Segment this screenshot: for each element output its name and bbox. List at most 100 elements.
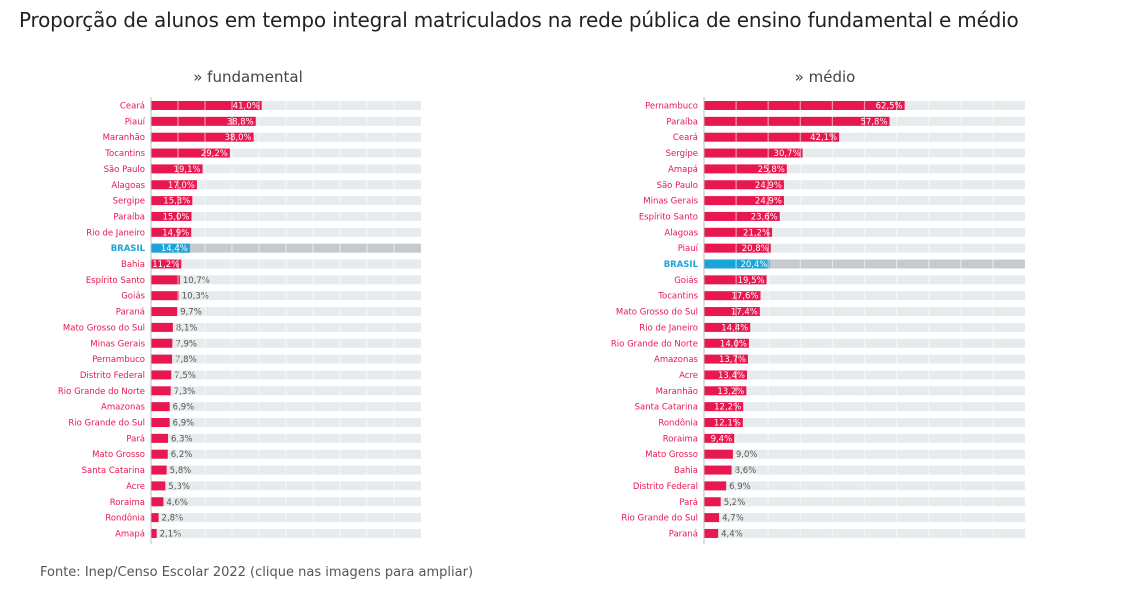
source-note[interactable]: Fonte: Inep/Censo Escolar 2022 (clique n… (40, 565, 474, 580)
bar (151, 386, 171, 396)
bar (151, 497, 164, 507)
category-label: Ceará (673, 133, 698, 143)
bar (151, 528, 157, 538)
value-label: 6,9% (729, 482, 751, 492)
bar (704, 307, 760, 317)
bar (151, 116, 256, 126)
value-label: 6,9% (173, 403, 195, 413)
value-label: 6,9% (173, 419, 195, 429)
category-label: Santa Catarina (82, 466, 145, 476)
category-label: Roraima (663, 434, 698, 444)
category-label: Alagoas (111, 181, 145, 191)
category-label: Pará (679, 498, 698, 508)
bar (704, 275, 767, 285)
chart-title-medio: » médio (795, 68, 856, 86)
value-label: 13,7% (719, 355, 746, 365)
category-label: Espírito Santo (86, 276, 145, 286)
value-label: 12,2% (714, 403, 741, 413)
gridlines (177, 97, 395, 544)
bar (151, 370, 172, 380)
value-label: 20,8% (742, 244, 769, 254)
value-label: 29,2% (201, 149, 228, 159)
category-label: Alagoas (664, 228, 698, 238)
category-label: Acre (679, 371, 698, 381)
bar (151, 164, 203, 174)
value-label: 8,1% (176, 323, 198, 333)
value-label: 2,8% (162, 514, 184, 524)
category-label: BRASIL (664, 260, 699, 270)
value-label: 8,6% (735, 466, 757, 476)
category-label: Ceará (120, 102, 145, 112)
bar (151, 291, 179, 301)
bar (151, 275, 180, 285)
category-label: Amapá (115, 529, 145, 539)
bar (151, 132, 254, 142)
value-label: 7,3% (174, 387, 196, 397)
category-label: Rio Grande do Norte (58, 387, 145, 397)
value-label: 23,6% (751, 212, 778, 222)
bar (151, 513, 159, 523)
value-label: 9,7% (180, 308, 202, 318)
bar-brasil (704, 259, 770, 269)
value-label: 19,1% (174, 165, 201, 175)
value-label: 12,1% (714, 419, 741, 429)
category-label: Rio Grande do Norte (611, 339, 698, 349)
value-label: 10,3% (182, 292, 209, 302)
category-label: Pernambuco (645, 102, 698, 112)
chart-title-fundamental: » fundamental (193, 68, 303, 86)
value-label: 7,5% (174, 371, 196, 381)
value-label: 15,3% (163, 197, 190, 207)
bar (704, 528, 719, 538)
chart-medio[interactable]: » médio Pernambuco 62,5% Paraíba 57,8% Ceará… (560, 0, 1123, 598)
chart-fundamental[interactable]: » fundamental Ceará 41,0% Piauí 38,8% Maranh… (0, 0, 560, 598)
bar (704, 148, 803, 158)
value-label: 13,4% (718, 371, 745, 381)
value-label: 5,3% (168, 482, 190, 492)
category-label: Rondônia (105, 513, 145, 524)
bar (704, 211, 780, 221)
bar (704, 116, 890, 126)
category-label: Mato Grosso do Sul (616, 308, 698, 318)
category-label: Amapá (668, 165, 698, 175)
category-label: Acre (126, 482, 145, 492)
value-label: 2,1% (160, 529, 182, 539)
value-label: 10,7% (183, 276, 210, 286)
value-label: 17,6% (731, 292, 758, 302)
value-label: 6,3% (171, 434, 193, 444)
bar (151, 259, 182, 269)
bar (151, 433, 169, 443)
category-label: Distrito Federal (633, 482, 698, 492)
bar (151, 307, 178, 317)
bar (151, 227, 192, 237)
category-label: Rio Grande do Sul (68, 419, 145, 429)
category-label: Distrito Federal (80, 371, 145, 381)
bar (151, 101, 262, 110)
value-label: 42,1% (810, 133, 837, 143)
bar (704, 322, 751, 332)
value-label: 4,7% (722, 514, 744, 524)
category-label: Pará (126, 434, 145, 444)
category-label: Piauí (678, 244, 699, 254)
category-label: Paraná (116, 308, 145, 318)
value-label: 30,7% (774, 149, 801, 159)
category-label: Amazonas (101, 403, 146, 413)
bar (704, 291, 761, 301)
bar (704, 465, 732, 475)
value-label: 14,0% (720, 339, 747, 349)
bar (151, 211, 192, 221)
category-label: Amazonas (654, 355, 699, 365)
category-label: Espírito Santo (639, 212, 698, 222)
value-label: 38,0% (225, 133, 252, 143)
bar (151, 338, 173, 348)
value-label: 7,9% (175, 339, 197, 349)
bar (151, 449, 168, 459)
category-label: Paraíba (666, 117, 698, 127)
bar (151, 402, 170, 412)
category-label: São Paulo (657, 181, 698, 191)
category-label: Rio de Janeiro (86, 228, 145, 238)
value-label: 6,2% (171, 450, 193, 460)
value-label: 5,8% (170, 466, 192, 476)
page-title: Proporção de alunos em tempo integral ma… (19, 8, 1019, 32)
category-label: Goiás (121, 292, 145, 302)
bar (151, 180, 197, 190)
